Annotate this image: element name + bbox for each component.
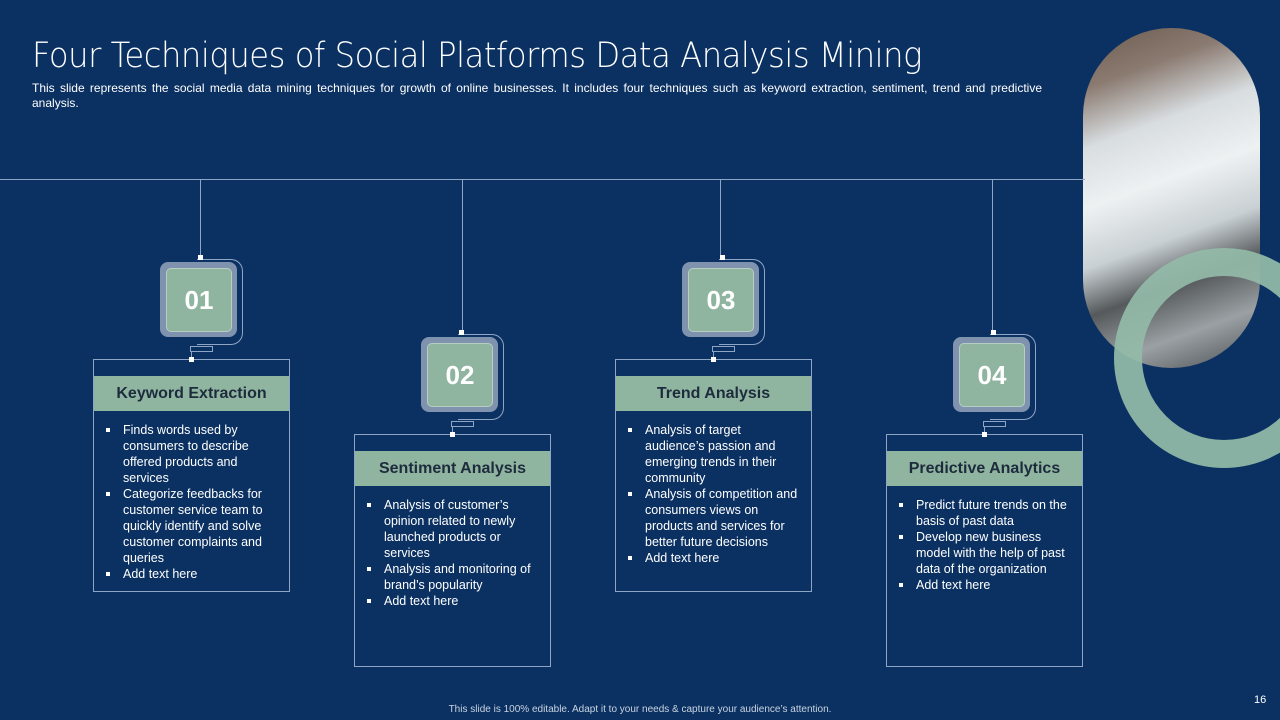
bullet-list: Analysis of target audience’s passion an… [626, 422, 802, 566]
tile-bracket [197, 259, 243, 345]
card-box: Predictive Analytics Predict future tren… [886, 434, 1083, 667]
tile-stand [451, 421, 474, 427]
tile-bracket [990, 334, 1036, 420]
bullet-item: Develop new business model with the help… [897, 529, 1073, 577]
card-number: 04 [959, 343, 1025, 407]
stand-stem [191, 351, 192, 359]
stand-stem [984, 426, 985, 434]
bullet-list: Finds words used by consumers to describ… [104, 422, 280, 582]
bullet-item: Analysis of competition and consumers vi… [626, 486, 802, 550]
connector-line-4 [992, 180, 993, 330]
bullet-list: Predict future trends on the basis of pa… [897, 497, 1073, 593]
tile-stand [190, 346, 213, 352]
card-box: Trend Analysis Analysis of target audien… [615, 359, 812, 592]
connector-dot [720, 255, 725, 260]
slide-subtitle: This slide represents the social media d… [32, 81, 1042, 110]
number-tile: 03 [682, 262, 759, 337]
tile-stand [983, 421, 1006, 427]
card-heading: Keyword Extraction [94, 376, 289, 411]
bullet-item: Add text here [897, 577, 1073, 593]
stand-stem [452, 426, 453, 434]
bullet-item: Add text here [626, 550, 802, 566]
connector-line-1 [200, 180, 201, 257]
number-tile: 01 [160, 262, 237, 337]
bullet-item: Categorize feedbacks for customer servic… [104, 486, 280, 566]
timeline-line [0, 179, 1085, 180]
connector-dot [198, 255, 203, 260]
bullet-item: Add text here [104, 566, 280, 582]
card-heading: Trend Analysis [616, 376, 811, 411]
connector-dot [450, 432, 455, 437]
tile-stand [712, 346, 735, 352]
footer-note: This slide is 100% editable. Adapt it to… [448, 704, 832, 715]
tile-bracket [719, 259, 765, 345]
card-heading: Predictive Analytics [887, 451, 1082, 486]
bullet-item: Predict future trends on the basis of pa… [897, 497, 1073, 529]
connector-line-3 [720, 180, 721, 257]
bullet-item: Analysis of target audience’s passion an… [626, 422, 802, 486]
page-number: 16 [1254, 694, 1267, 706]
tile-bracket [458, 334, 504, 420]
connector-dot [711, 357, 716, 362]
bullet-item: Finds words used by consumers to describ… [104, 422, 280, 486]
card-box: Keyword Extraction Finds words used by c… [93, 359, 290, 592]
connector-dot [459, 330, 464, 335]
card-number: 01 [166, 268, 232, 332]
bullet-list: Analysis of customer’s opinion related t… [365, 497, 541, 609]
card-number: 03 [688, 268, 754, 332]
card-heading: Sentiment Analysis [355, 451, 550, 486]
bullet-item: Analysis and monitoring of brand’s popul… [365, 561, 541, 593]
connector-dot [982, 432, 987, 437]
card-box: Sentiment Analysis Analysis of customer’… [354, 434, 551, 667]
number-tile: 02 [421, 337, 498, 412]
connector-dot [189, 357, 194, 362]
bullet-item: Add text here [365, 593, 541, 609]
slide-title: Four Techniques of Social Platforms Data… [32, 36, 922, 76]
number-tile: 04 [953, 337, 1030, 412]
card-number: 02 [427, 343, 493, 407]
stand-stem [713, 351, 714, 359]
connector-dot [991, 330, 996, 335]
bullet-item: Analysis of customer’s opinion related t… [365, 497, 541, 561]
connector-line-2 [462, 180, 463, 330]
